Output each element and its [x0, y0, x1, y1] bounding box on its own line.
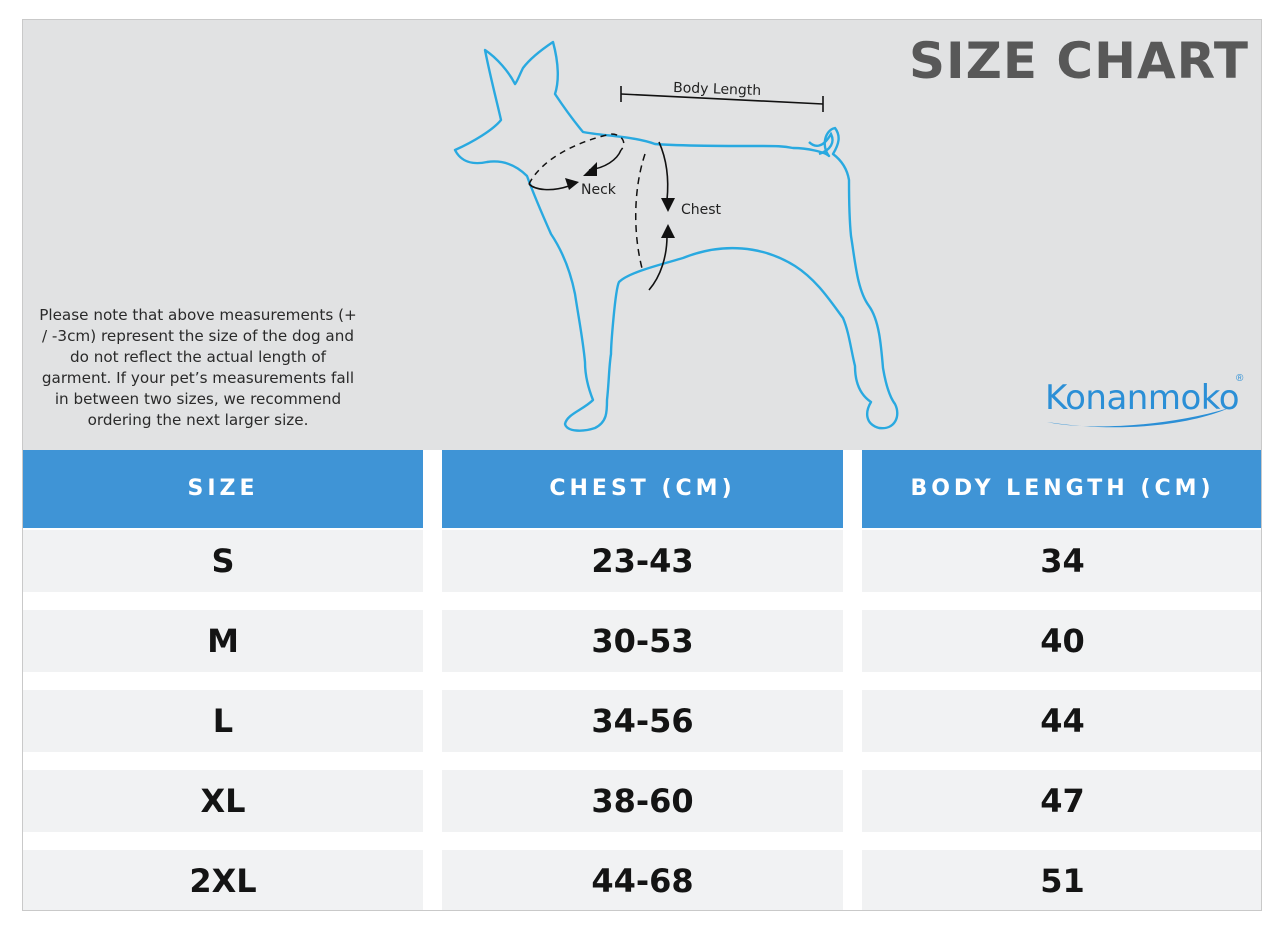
chest-measure-dashed	[635, 153, 646, 273]
brand-name: Konanmoko	[1045, 378, 1240, 418]
size-cell: 2XL	[23, 850, 423, 910]
chest-arrow-icon	[661, 198, 675, 212]
size-chart-card: SIZE CHART Body Length Neck Chest Please…	[22, 19, 1262, 911]
illustration-panel: SIZE CHART Body Length Neck Chest Please…	[23, 20, 1261, 450]
brand-logo: Konanmoko ®	[1043, 370, 1243, 440]
size-cell: S	[23, 530, 423, 592]
page-title: SIZE CHART	[908, 32, 1249, 90]
header-chest: CHEST (CM)	[442, 450, 843, 528]
neck-measure-dashed	[528, 133, 625, 185]
body-length-cell: 47	[862, 770, 1261, 832]
registered-mark: ®	[1236, 373, 1244, 384]
body-length-cell: 40	[862, 610, 1261, 672]
measurement-note: Please note that above measurements (+ /…	[39, 306, 357, 429]
body-length-bar	[620, 93, 824, 105]
chest-cell: 34-56	[442, 690, 843, 752]
body-length-cell: 34	[862, 530, 1261, 592]
chest-cell: 38-60	[442, 770, 843, 832]
header-size: SIZE	[23, 450, 423, 528]
neck-label: Neck	[581, 182, 617, 198]
body-length-cell: 51	[862, 850, 1261, 910]
body-length-cell: 44	[862, 690, 1261, 752]
dog-outline-icon	[453, 40, 899, 432]
chest-cell: 44-68	[442, 850, 843, 910]
header-body-length: BODY LENGTH (CM)	[862, 450, 1261, 528]
size-cell: XL	[23, 770, 423, 832]
chest-label: Chest	[681, 202, 722, 218]
body-length-label: Body Length	[673, 80, 762, 99]
brand-swoosh-icon	[1047, 408, 1229, 428]
dog-measurement-diagram: Body Length Neck Chest	[453, 40, 899, 432]
chest-cell: 23-43	[442, 530, 843, 592]
size-cell: M	[23, 610, 423, 672]
neck-arrow-icon	[583, 162, 597, 176]
size-cell: L	[23, 690, 423, 752]
chest-cell: 30-53	[442, 610, 843, 672]
